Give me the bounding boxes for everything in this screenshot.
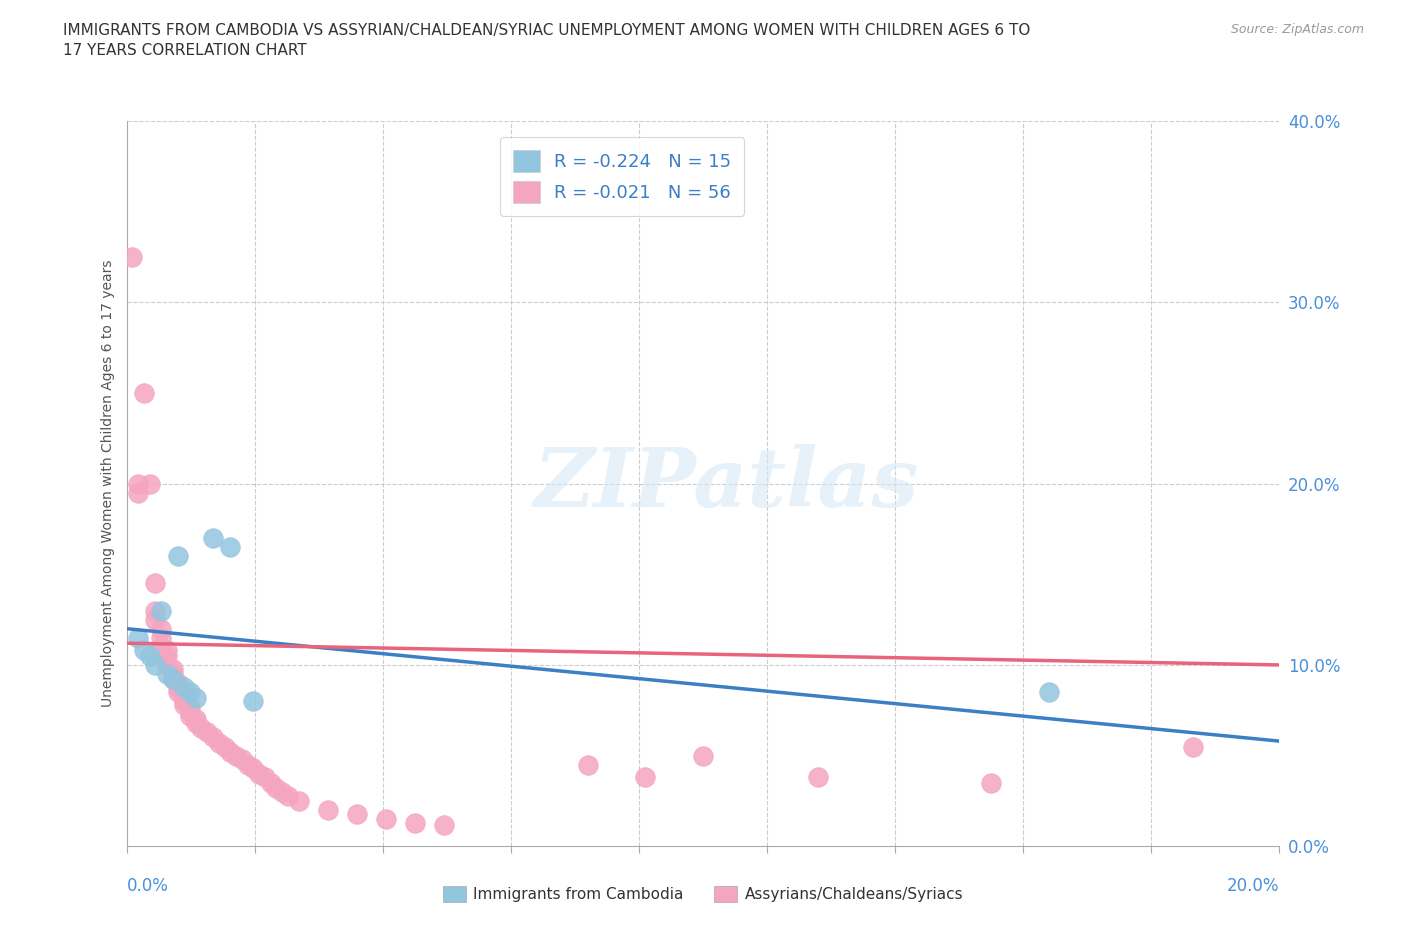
Point [231, 751, 253, 766]
Point [184, 690, 207, 705]
Point [433, 817, 456, 832]
Point [132, 386, 155, 401]
Point [162, 672, 184, 687]
Point [132, 643, 155, 658]
Legend: R = -0.224   N = 15, R = -0.021   N = 56: R = -0.224 N = 15, R = -0.021 N = 56 [501, 138, 744, 216]
Point [236, 757, 259, 772]
Point [156, 667, 179, 682]
Point [202, 730, 225, 745]
Point [219, 745, 242, 760]
Point [145, 604, 166, 618]
Point [162, 672, 184, 687]
Point [807, 770, 830, 785]
Point [214, 739, 236, 754]
Point [576, 757, 599, 772]
Point [173, 690, 195, 705]
Point [179, 705, 201, 720]
Point [167, 679, 190, 694]
Point [167, 684, 190, 699]
Point [634, 770, 657, 785]
Point [288, 793, 311, 808]
Point [173, 698, 195, 712]
Point [190, 721, 212, 736]
Point [242, 694, 264, 709]
Point [692, 748, 714, 763]
Point [404, 816, 426, 830]
Point [156, 648, 179, 663]
Point [1181, 739, 1204, 754]
Point [179, 701, 201, 716]
Point [277, 788, 299, 803]
Point [127, 631, 149, 645]
Text: 20.0%: 20.0% [1227, 877, 1279, 895]
Point [184, 715, 207, 730]
Text: IMMIGRANTS FROM CAMBODIA VS ASSYRIAN/CHALDEAN/SYRIAC UNEMPLOYMENT AMONG WOMEN WI: IMMIGRANTS FROM CAMBODIA VS ASSYRIAN/CHA… [63, 23, 1031, 58]
Point [259, 776, 281, 790]
Point [145, 658, 166, 672]
Text: Source: ZipAtlas.com: Source: ZipAtlas.com [1230, 23, 1364, 36]
Y-axis label: Unemployment Among Women with Children Ages 6 to 17 years: Unemployment Among Women with Children A… [101, 259, 115, 708]
Point [121, 249, 143, 264]
Point [145, 612, 166, 627]
Point [167, 549, 190, 564]
Point [156, 643, 179, 658]
Point [318, 803, 340, 817]
Point [374, 812, 398, 827]
Point [173, 694, 195, 709]
Point [138, 476, 160, 491]
Point [247, 766, 270, 781]
Point [271, 785, 294, 800]
Point [242, 761, 264, 776]
Point [980, 776, 1002, 790]
Point [225, 748, 247, 763]
Point [253, 770, 276, 785]
Point [195, 724, 218, 739]
Point [138, 648, 160, 663]
Point [150, 604, 173, 618]
Text: 0.0%: 0.0% [127, 877, 169, 895]
Point [184, 712, 207, 727]
Point [179, 684, 201, 699]
Point [167, 675, 190, 690]
Point [150, 631, 173, 645]
Point [162, 661, 184, 676]
Point [156, 658, 179, 672]
Point [346, 806, 368, 821]
Point [150, 640, 173, 655]
Point [150, 621, 173, 636]
Legend: Immigrants from Cambodia, Assyrians/Chaldeans/Syriacs: Immigrants from Cambodia, Assyrians/Chal… [436, 880, 970, 909]
Point [208, 736, 231, 751]
Point [162, 667, 184, 682]
Point [1038, 684, 1060, 699]
Point [219, 539, 242, 554]
Point [202, 530, 225, 545]
Point [127, 476, 149, 491]
Text: ZIPatlas: ZIPatlas [533, 444, 918, 524]
Point [127, 485, 149, 500]
Point [179, 709, 201, 724]
Point [173, 679, 195, 694]
Point [266, 781, 288, 796]
Point [145, 576, 166, 591]
